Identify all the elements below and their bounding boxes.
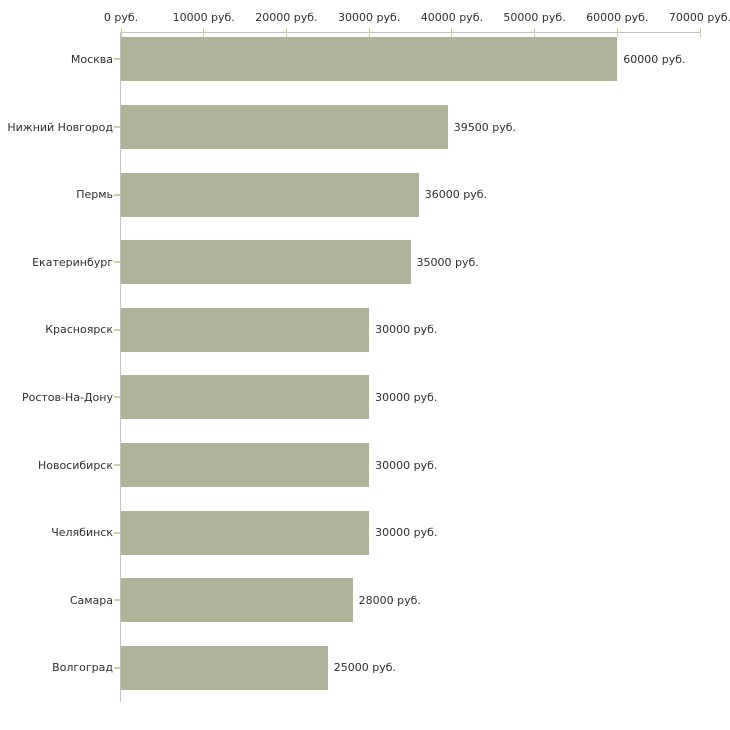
x-axis-tick-label: 20000 руб. — [255, 11, 318, 24]
x-axis-tick — [616, 28, 618, 37]
x-axis-tick — [699, 28, 701, 37]
category-label: Красноярск — [45, 323, 113, 337]
x-axis-tick-label: 60000 руб. — [586, 11, 649, 24]
value-label: 35000 руб. — [416, 255, 479, 269]
x-axis-tick-label: 70000 руб. — [668, 11, 730, 24]
category-label: Новосибирск — [37, 458, 113, 472]
x-axis-tick — [451, 28, 453, 37]
x-axis-tick-label: 30000 руб. — [338, 11, 401, 24]
category-tick — [114, 464, 120, 466]
x-axis-tick — [368, 28, 370, 37]
value-label: 30000 руб. — [375, 458, 438, 472]
bar — [121, 37, 618, 82]
bar — [121, 443, 370, 487]
category-label: Москва — [70, 52, 113, 66]
category-tick — [114, 531, 120, 534]
value-label: 30000 руб. — [375, 526, 438, 540]
bar — [121, 105, 448, 149]
bar — [121, 510, 370, 555]
value-label: 25000 руб. — [333, 661, 397, 675]
category-label: Волгоград — [52, 661, 113, 675]
value-label: 39500 руб. — [453, 120, 516, 134]
bar — [121, 375, 370, 420]
value-label: 28000 руб. — [358, 593, 421, 607]
y-axis-line — [120, 32, 121, 702]
category-tick — [114, 328, 120, 331]
bar — [121, 172, 419, 217]
bar — [121, 240, 411, 285]
value-label: 30000 руб. — [375, 390, 438, 404]
value-label: 30000 руб. — [375, 323, 438, 337]
category-label: Самара — [69, 593, 113, 607]
category-label: Екатеринбург — [32, 255, 113, 269]
bar — [121, 578, 353, 623]
bar — [121, 645, 328, 690]
value-label: 60000 руб. — [623, 52, 686, 66]
category-tick — [114, 261, 120, 264]
x-axis-line — [120, 32, 700, 33]
category-label: Пермь — [76, 188, 113, 202]
category-label: Челябинск — [51, 526, 113, 540]
category-tick — [114, 193, 120, 196]
value-label: 36000 руб. — [424, 188, 488, 202]
x-axis-tick-label: 0 руб. — [103, 11, 139, 24]
category-tick — [114, 599, 120, 602]
x-axis-tick-label: 40000 руб. — [420, 11, 483, 24]
x-axis-tick — [203, 28, 205, 37]
category-tick — [114, 666, 120, 669]
x-axis-tick — [285, 28, 287, 37]
category-tick — [114, 126, 120, 128]
category-label: Нижний Новгород — [7, 120, 113, 134]
x-axis-tick — [120, 28, 122, 37]
category-label: Ростов-На-Дону — [21, 390, 113, 404]
x-axis-tick-label: 50000 руб. — [503, 11, 566, 24]
x-axis-tick — [534, 28, 536, 37]
x-axis-tick-label: 10000 руб. — [172, 11, 235, 24]
category-tick — [114, 396, 120, 399]
bar — [121, 307, 370, 352]
category-tick — [114, 58, 120, 61]
